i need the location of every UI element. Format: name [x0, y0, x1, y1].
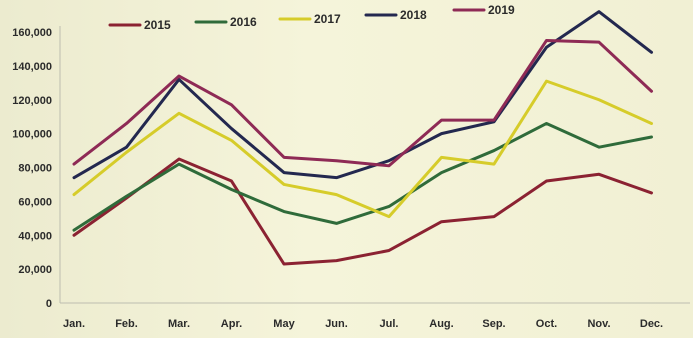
x-tick-label: Nov. [587, 318, 610, 330]
x-tick-label: Aug. [429, 318, 453, 330]
series-line-2018 [72, 10, 653, 180]
y-tick-label: 40,000 [18, 230, 52, 242]
x-tick-label: Mar. [168, 318, 190, 330]
series-line-2015 [72, 157, 653, 266]
y-tick-label: 100,000 [12, 129, 52, 141]
y-tick-label: 60,000 [18, 196, 52, 208]
legend-label-2019: 2019 [488, 3, 515, 17]
x-tick-label: Dec. [640, 318, 663, 330]
legend-label-2017: 2017 [314, 12, 341, 26]
x-tick-label: Sep. [482, 318, 505, 330]
x-tick-label: Feb. [115, 318, 138, 330]
legend: 2015 2016 2017 2018 2019 [108, 3, 515, 32]
x-tick-label: Jan. [63, 318, 85, 330]
x-tick-label: Apr. [221, 318, 242, 330]
x-tick-label: May [273, 318, 295, 330]
axes [59, 26, 690, 304]
legend-label-2016: 2016 [230, 15, 257, 29]
legend-label-2018: 2018 [400, 8, 427, 22]
y-tick-label: 160,000 [12, 27, 52, 39]
series-lines [72, 10, 653, 266]
series-line-2017 [72, 79, 653, 219]
x-tick-label: Oct. [536, 318, 557, 330]
y-tick-label: 20,000 [18, 264, 52, 276]
x-tick-label: Jun. [325, 318, 348, 330]
y-tick-label: 140,000 [12, 61, 52, 73]
x-axis-ticks: Jan. Feb. Mar. Apr. May Jun. Jul. Aug. Sep. Oct. N… [63, 318, 663, 330]
series-line-2019 [72, 38, 653, 168]
y-tick-label: 80,000 [18, 163, 52, 175]
series-line-2016 [72, 121, 653, 232]
y-tick-label: 120,000 [12, 95, 52, 107]
x-tick-label: Jul. [380, 318, 399, 330]
legend-label-2015: 2015 [144, 18, 171, 32]
y-axis-ticks: 0 20,000 40,000 60,000 80,000 100,000 120,000 1… [12, 27, 52, 310]
y-tick-label: 0 [46, 298, 52, 310]
